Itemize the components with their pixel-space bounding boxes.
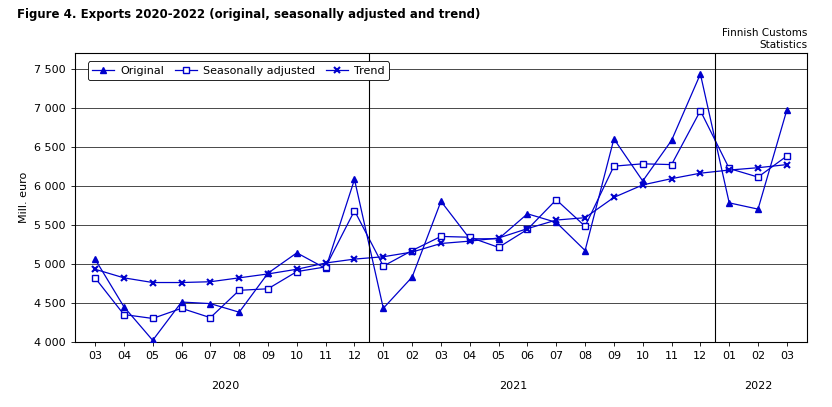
Trend [753,165,763,170]
Seasonally adjusted [666,162,676,167]
Trend [379,254,389,259]
Trend [638,182,648,187]
Trend [90,267,100,272]
Original [407,275,417,280]
Seasonally adjusted [465,235,475,240]
Trend [696,171,706,176]
Seasonally adjusted [206,315,215,320]
Seasonally adjusted [522,227,532,232]
Trend [176,280,186,285]
Original [119,304,129,309]
Legend: Original, Seasonally adjusted, Trend: Original, Seasonally adjusted, Trend [87,61,389,80]
Seasonally adjusted [493,245,503,250]
Original [234,310,244,315]
Seasonally adjusted [234,288,244,293]
Trend [666,176,676,181]
Original [90,257,100,262]
Original [522,211,532,216]
Seasonally adjusted [263,287,273,291]
Trend [580,215,590,220]
Trend [148,280,158,285]
Seasonally adjusted [119,312,129,317]
Trend [493,236,503,241]
Text: 2021: 2021 [499,381,527,391]
Original [552,220,562,225]
Original [638,179,648,184]
Original [696,72,706,77]
Seasonally adjusted [580,224,590,229]
Trend [292,267,302,272]
Trend [609,195,619,200]
Text: 2022: 2022 [744,381,772,391]
Text: 2020: 2020 [210,381,239,391]
Original [320,266,330,271]
Original [493,236,503,241]
Seasonally adjusted [552,197,562,202]
Original [666,138,676,143]
Original [206,301,215,306]
Text: Figure 4. Exports 2020-2022 (original, seasonally adjusted and trend): Figure 4. Exports 2020-2022 (original, s… [17,8,480,21]
Trend [552,218,562,223]
Seasonally adjusted [609,164,619,168]
Seasonally adjusted [148,316,158,321]
Seasonally adjusted [753,175,763,179]
Seasonally adjusted [349,208,359,213]
Seasonally adjusted [638,161,648,166]
Trend [206,279,215,284]
Trend [263,271,273,276]
Original [724,200,734,205]
Original [436,199,446,204]
Trend [782,162,792,167]
Line: Original: Original [92,71,790,344]
Original [349,177,359,182]
Trend [436,241,446,246]
Seasonally adjusted [320,265,330,269]
Seasonally adjusted [407,248,417,253]
Seasonally adjusted [379,264,389,269]
Text: Finnish Customs
Statistics: Finnish Customs Statistics [721,28,807,50]
Trend [522,226,532,231]
Line: Trend: Trend [92,161,790,286]
Seasonally adjusted [176,306,186,311]
Trend [320,260,330,265]
Seasonally adjusted [90,276,100,280]
Original [379,306,389,311]
Trend [119,276,129,280]
Trend [465,239,475,243]
Original [609,136,619,141]
Seasonally adjusted [724,166,734,171]
Seasonally adjusted [292,269,302,274]
Seasonally adjusted [436,234,446,239]
Original [176,300,186,304]
Trend [407,249,417,254]
Trend [724,168,734,173]
Trend [349,257,359,262]
Original [753,207,763,212]
Line: Seasonally adjusted: Seasonally adjusted [92,107,790,322]
Seasonally adjusted [782,153,792,158]
Original [782,107,792,112]
Original [148,338,158,343]
Y-axis label: Mill. euro: Mill. euro [18,172,28,223]
Original [465,236,475,241]
Seasonally adjusted [696,108,706,113]
Original [292,250,302,255]
Trend [234,276,244,280]
Original [580,248,590,253]
Original [263,271,273,276]
